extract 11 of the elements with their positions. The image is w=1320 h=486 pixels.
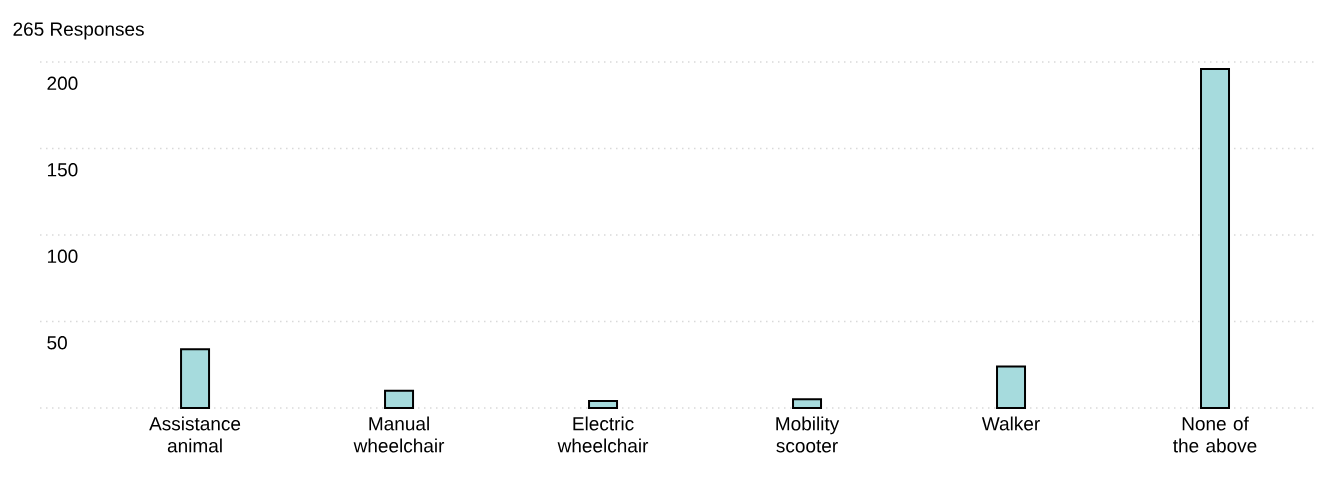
chart-title: 265 Responses xyxy=(13,22,144,40)
x-tick-label: Mobility scooter xyxy=(776,416,840,453)
y-tick-label: 50 xyxy=(47,336,67,350)
y-tick-label: 150 xyxy=(47,163,78,177)
y-tick-label: 200 xyxy=(47,76,78,90)
x-tick-label: Walker xyxy=(981,416,1040,431)
x-tick-label: Assistance animal xyxy=(149,416,241,453)
y-tick-label: 100 xyxy=(47,249,78,263)
x-tick-label: Electric wheelchair xyxy=(557,416,649,453)
x-tick-label: Manual wheelchair xyxy=(353,416,445,453)
x-tick-label: None of the above xyxy=(1173,416,1257,453)
